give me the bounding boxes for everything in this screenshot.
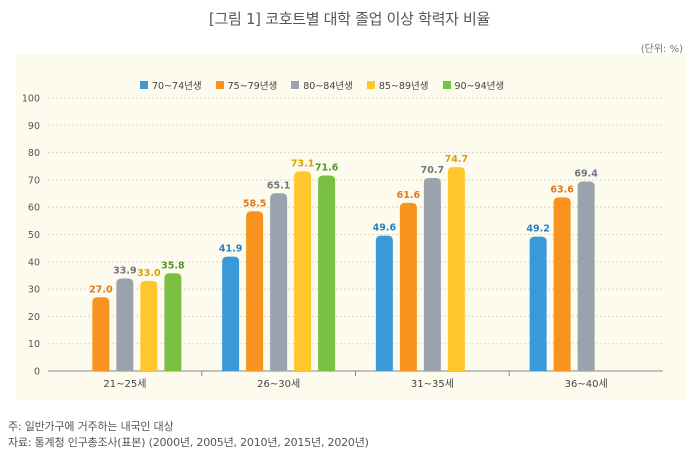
legend-item: 70~74년생 (140, 78, 202, 92)
chart-title: [그림 1] 코호트별 대학 졸업 이상 학력자 비율 (208, 10, 491, 28)
data-label: 70.7 (421, 165, 444, 176)
bar (577, 181, 595, 371)
data-label: 71.6 (315, 163, 339, 174)
legend-item: 75~79년생 (215, 78, 278, 92)
y-tick-label: 50 (28, 230, 40, 241)
data-label: 61.6 (397, 190, 421, 201)
bar (318, 175, 336, 371)
footnote-note: 주: 일반가구에 거주하는 내국인 대상 (8, 420, 174, 433)
bar (246, 211, 264, 371)
bar (294, 171, 312, 371)
x-category-label: 31~35세 (411, 378, 454, 390)
data-label: 33.9 (113, 265, 136, 276)
legend-label: 85~89년생 (378, 81, 429, 92)
legend-swatch (291, 81, 300, 89)
bar (116, 278, 134, 371)
y-tick-label: 10 (28, 339, 40, 350)
bar (447, 167, 465, 371)
y-tick-label: 60 (28, 203, 40, 214)
bar (553, 197, 571, 371)
x-category-label: 26~30세 (257, 378, 300, 390)
y-tick-label: 20 (28, 312, 40, 323)
y-tick-label: 40 (28, 257, 40, 268)
y-tick-label: 100 (22, 94, 40, 105)
data-label: 63.6 (550, 184, 574, 195)
y-tick-label: 0 (34, 367, 40, 378)
legend-label: 90~94년생 (454, 81, 505, 92)
legend-label: 80~84년생 (303, 81, 353, 92)
bar (423, 177, 441, 371)
data-label: 74.7 (445, 154, 468, 165)
data-label: 49.2 (526, 224, 549, 235)
y-tick-label: 70 (28, 175, 40, 186)
data-label: 27.0 (89, 284, 113, 295)
legend-swatch (366, 81, 375, 89)
data-label: 35.8 (161, 260, 185, 271)
bar (222, 256, 240, 371)
y-tick-label: 80 (28, 148, 40, 159)
data-label: 41.9 (219, 244, 242, 255)
data-label: 73.1 (291, 158, 314, 169)
x-category-label: 36~40세 (565, 378, 608, 390)
legend-swatch (442, 81, 451, 89)
y-tick-label: 30 (28, 285, 40, 296)
legend-item: 85~89년생 (366, 78, 429, 92)
legend-item: 80~84년생 (291, 78, 353, 92)
legend-item: 90~94년생 (442, 78, 505, 92)
bar (92, 297, 110, 371)
legend-label: 70~74년생 (152, 81, 202, 92)
data-label: 49.6 (373, 223, 397, 234)
legend-swatch (140, 81, 148, 89)
bar (529, 236, 547, 371)
legend-label: 75~79년생 (227, 81, 278, 92)
x-category-label: 21~25세 (103, 378, 146, 390)
unit-label: (단위: %) (640, 44, 683, 55)
bar (270, 193, 288, 371)
data-label: 69.4 (574, 169, 598, 180)
bar (140, 280, 158, 371)
footnote-source: 자료: 통계청 인구총조사(표본) (2000년, 2005년, 2010년, … (8, 436, 369, 449)
legend-swatch (215, 81, 224, 89)
bar (375, 235, 393, 371)
data-label: 58.5 (243, 198, 266, 209)
bar (164, 273, 182, 371)
y-tick-label: 90 (28, 121, 40, 132)
bar (399, 202, 417, 371)
legend: 70~74년생 75~79년생 80~84년생 85~89년생 90~94년생 (140, 78, 600, 92)
data-label: 65.1 (267, 180, 290, 191)
data-label: 33.0 (137, 268, 161, 279)
